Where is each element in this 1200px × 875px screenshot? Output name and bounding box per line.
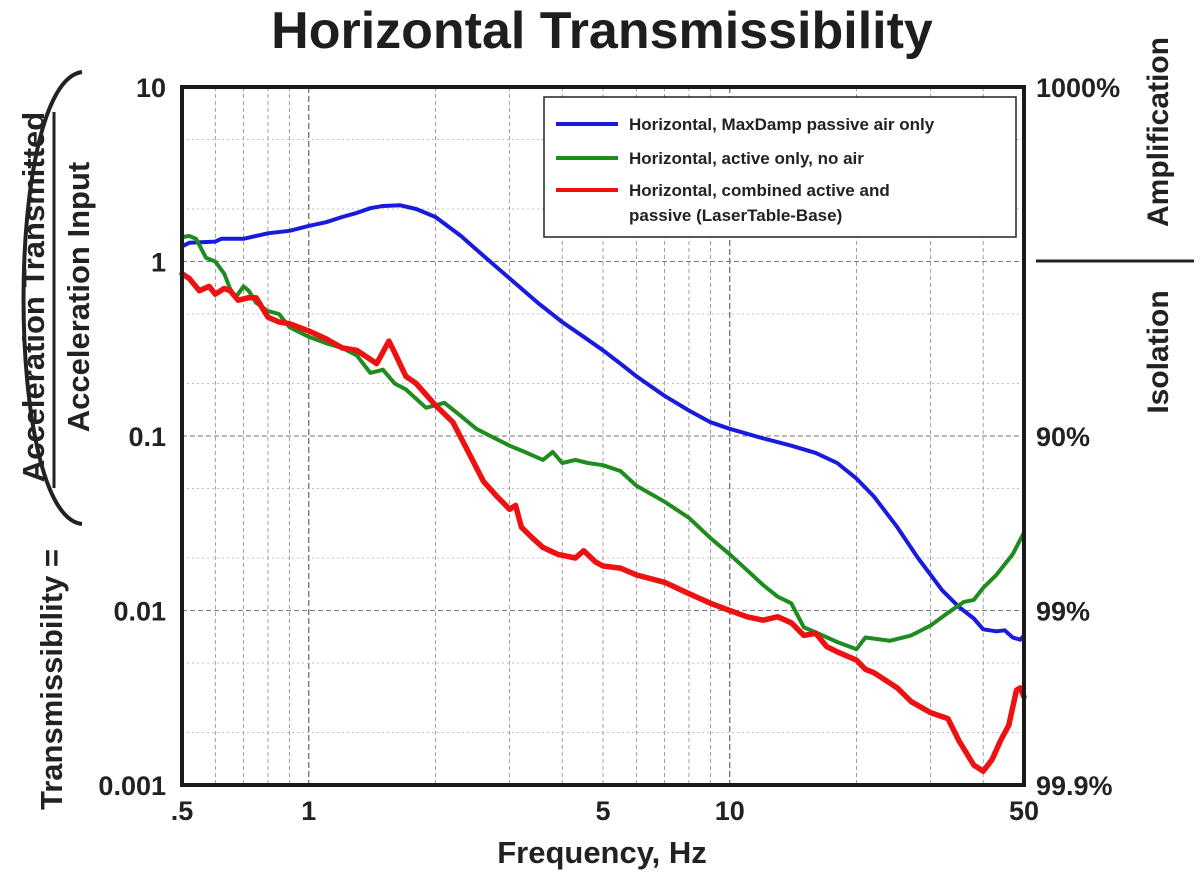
- legend-label: passive (LaserTable-Base): [629, 206, 842, 225]
- right-tick-label: 1000%: [1036, 73, 1120, 103]
- right-tick-label: 90%: [1036, 422, 1090, 452]
- x-tick-label: 1: [301, 796, 316, 826]
- right-tick-label: 99.9%: [1036, 771, 1113, 801]
- legend-label: Horizontal, combined active and: [629, 181, 890, 200]
- x-tick-label: .5: [171, 796, 194, 826]
- plot-frame: [180, 85, 1026, 787]
- y-tick-label: 1: [151, 248, 166, 278]
- series-line-1: [180, 203, 1026, 642]
- legend-label: Horizontal, active only, no air: [629, 149, 864, 168]
- grid-lines: [182, 87, 1024, 785]
- y-axis-label: Transmissibility = Acceleration Transmit…: [16, 70, 104, 810]
- y-tick-label: 0.1: [128, 422, 166, 452]
- y-tick-label: 10: [136, 73, 166, 103]
- y-axis-label-prefix: Transmissibility =: [34, 549, 69, 810]
- x-axis-label: Frequency, Hz: [497, 835, 707, 870]
- y-axis-label-denominator: Acceleration Input: [61, 162, 96, 432]
- x-tick-label: 5: [595, 796, 610, 826]
- legend: Horizontal, MaxDamp passive air only Hori…: [543, 96, 1017, 238]
- isolation-label: Isolation: [1142, 290, 1175, 413]
- series-line-3: [179, 271, 1027, 774]
- y-axis-paren-open: [21, 70, 83, 526]
- x-tick-label: 50: [1009, 796, 1039, 826]
- right-tick-label: 99%: [1036, 597, 1090, 627]
- x-tick-label: 10: [715, 796, 745, 826]
- chart-title: Horizontal Transmissibility: [271, 2, 933, 60]
- legend-box: [543, 96, 1017, 238]
- right-tick-labels: 1000% 90% 99% 99.9%: [1036, 73, 1120, 801]
- y-axis-paren-close: [82, 72, 104, 100]
- amplification-label: Amplification: [1142, 37, 1175, 227]
- series-layer: [179, 203, 1027, 774]
- y-tick-label: 0.01: [113, 597, 166, 627]
- y-tick-labels: 10 1 0.1 0.01 0.001: [98, 73, 166, 801]
- legend-label: Horizontal, MaxDamp passive air only: [629, 115, 935, 134]
- x-tick-labels: .5 1 5 10 50: [171, 796, 1039, 826]
- y-tick-label: 0.001: [98, 771, 166, 801]
